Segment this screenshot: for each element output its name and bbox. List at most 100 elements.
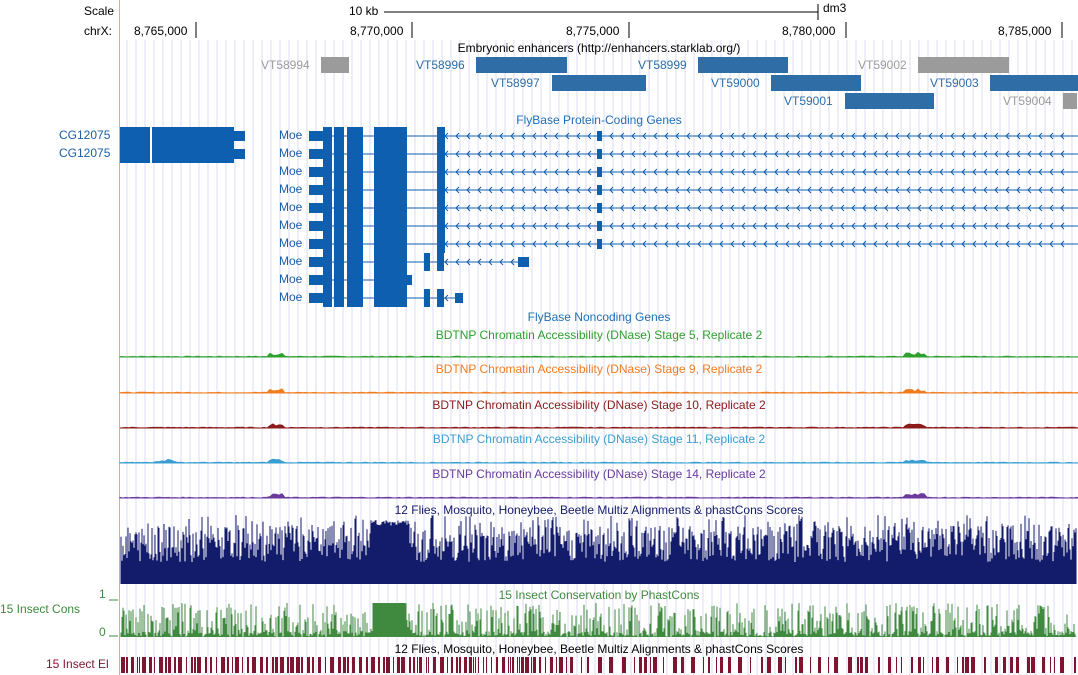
enhancer-block[interactable] [845,93,934,109]
enhancers-track-title[interactable]: Embryonic enhancers (http://enhancers.st… [457,41,741,55]
conserved-element [581,657,582,673]
enhancer-block[interactable] [990,75,1078,91]
conserved-element [386,657,390,673]
strand-arrow [884,186,889,194]
dnase-stage9-title[interactable]: BDTNP Chromatin Accessibility (DNase) St… [435,362,763,376]
conserved-element [126,657,128,673]
gene-label-moe[interactable]: Moe [279,236,303,250]
strand-arrow [928,132,933,140]
dnase-stage11-title[interactable]: BDTNP Chromatin Accessibility (DNase) St… [432,432,766,446]
strand-arrow [521,204,526,212]
dnase-stage5-title[interactable]: BDTNP Chromatin Accessibility (DNase) St… [435,328,763,342]
exon [424,253,430,271]
strand-arrow [730,168,735,176]
strand-arrow [521,168,526,176]
enhancer-block[interactable] [698,57,788,73]
gene-label-moe[interactable]: Moe [279,218,303,232]
conserved-element [848,657,852,673]
conserved-element [131,657,134,673]
strand-arrow [554,240,559,248]
strand-arrow [620,222,625,230]
noncoding-genes-track-title[interactable]: FlyBase Noncoding Genes [527,310,671,324]
strand-arrow [664,240,669,248]
strand-arrow [1027,168,1032,176]
strand-arrow [796,150,801,158]
strand-arrow [884,168,889,176]
conserved-element [525,657,529,673]
strand-arrow [477,132,482,140]
conserved-element [1060,657,1064,673]
strand-arrow [686,186,691,194]
gene-label-cg12075[interactable]: CG12075 [59,146,111,160]
strand-arrow [928,222,933,230]
enhancer-block[interactable] [476,57,567,73]
gene-label-moe[interactable]: Moe [279,164,303,178]
gene-label-moe[interactable]: Moe [279,254,303,268]
strand-arrow [620,204,625,212]
strand-arrow [488,186,493,194]
elements-side-label[interactable]: 15 Insect El [46,657,109,671]
strand-arrow [928,168,933,176]
multiz-conservation-track[interactable] [0,0,1078,590]
conserved-element [447,657,448,673]
strand-arrow [697,222,702,230]
conserved-element [510,657,511,673]
strand-arrow [554,132,559,140]
conserved-element [598,657,602,673]
enhancer-block[interactable] [771,75,861,91]
enhancer-block[interactable] [552,75,646,91]
strand-arrow [884,222,889,230]
conserved-element [393,657,394,673]
dnase-stage14-title[interactable]: BDTNP Chromatin Accessibility (DNase) St… [432,467,766,481]
strand-arrow [972,132,977,140]
strand-arrow [895,222,900,230]
phastcons-track-title[interactable]: 15 Insect Conservation by PhastCons [498,588,700,602]
conserved-element [550,657,553,673]
phastcons-wiggle[interactable] [0,0,1078,640]
ruler-tick-label: 8,775,000 [566,24,620,38]
conserved-element [650,657,651,673]
strand-arrow [631,168,636,176]
exon [374,199,407,217]
enhancer-block[interactable] [918,57,1009,73]
gene-label-moe[interactable]: Moe [279,146,303,160]
gene-label-moe[interactable]: Moe [279,128,303,142]
strand-arrow [642,168,647,176]
strand-arrow [466,132,471,140]
conserved-element [936,657,939,673]
strand-arrow [499,258,504,266]
protein-genes-track-title[interactable]: FlyBase Protein-Coding Genes [516,113,682,127]
enhancer-block[interactable] [321,57,349,73]
strand-arrow [488,240,493,248]
elements-track-title[interactable]: 12 Flies, Mosquito, Honeybee, Beetle Mul… [394,642,804,656]
strand-arrow [620,132,625,140]
gene-label-moe[interactable]: Moe [279,200,303,214]
strand-arrow [752,240,757,248]
exon [347,145,363,163]
multiz-track-title[interactable]: 12 Flies, Mosquito, Honeybee, Beetle Mul… [394,503,804,517]
strand-arrow [664,222,669,230]
conserved-element [918,657,921,673]
strand-arrow [455,258,460,266]
strand-arrow [961,204,966,212]
exon [374,253,407,271]
conserved-element [531,657,532,673]
gene-label-moe[interactable]: Moe [279,182,303,196]
gene-label-moe[interactable]: Moe [279,272,303,286]
exon [374,163,407,181]
strand-arrow [510,258,515,266]
dnase-signal-tracks[interactable] [0,0,1078,505]
conserved-element [478,657,479,673]
dnase-stage10-title[interactable]: BDTNP Chromatin Accessibility (DNase) St… [432,398,766,412]
gene-models[interactable] [0,0,1078,310]
phastcons-side-label[interactable]: 15 Insect Cons [0,602,81,616]
gene-label-cg12075[interactable]: CG12075 [59,128,111,142]
exon [597,167,602,177]
strand-arrow [576,222,581,230]
conserved-element [142,657,146,673]
conserved-element [366,657,368,673]
enhancer-block[interactable] [1063,93,1077,109]
gene-label-moe[interactable]: Moe [279,290,303,304]
